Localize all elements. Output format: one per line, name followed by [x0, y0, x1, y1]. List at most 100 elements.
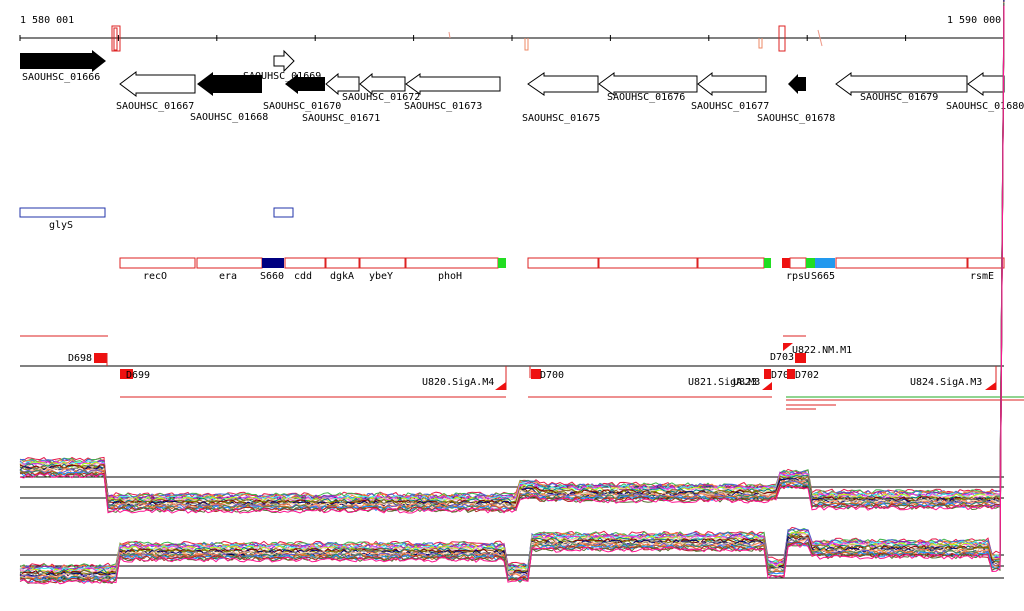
gene-name-box[interactable]	[19, 207, 106, 218]
gene-arrow[interactable]	[967, 72, 1005, 96]
gene-arrow[interactable]	[325, 72, 360, 96]
gene-arrow[interactable]	[697, 71, 767, 97]
tu-start-marker	[783, 343, 793, 351]
gene-arrow[interactable]	[788, 74, 806, 94]
gene-label: SAOUHSC_01672	[342, 92, 420, 103]
operon-label: S665	[811, 271, 835, 282]
tu-marker[interactable]	[531, 369, 541, 379]
gene-arrow[interactable]	[197, 72, 262, 96]
tu-marker[interactable]	[120, 369, 133, 379]
ruler-marker	[448, 31, 451, 39]
operon-box[interactable]	[835, 257, 968, 269]
gene-label: SAOUHSC_01679	[860, 92, 938, 103]
operon-box[interactable]	[405, 257, 499, 269]
tu-label: D698	[68, 353, 92, 364]
tu-label: U820.SigA.M4	[422, 377, 494, 388]
tu-marker[interactable]	[764, 369, 771, 379]
ruler-start-label: 1 580 001	[20, 15, 74, 26]
gene-arrow[interactable]	[405, 73, 501, 95]
operon-label: rsmE	[970, 271, 994, 282]
tu-label: D699	[126, 370, 150, 381]
operon-label: cdd	[294, 271, 312, 282]
operon-box[interactable]	[598, 257, 698, 269]
expression-profile-line	[19, 0, 1005, 569]
operon-box-signal[interactable]	[764, 258, 771, 268]
expression-track-lower	[19, 0, 1005, 585]
gene-label: SAOUHSC_01676	[607, 92, 685, 103]
gene-label: SAOUHSC_01670	[263, 101, 341, 112]
expression-profile-line	[19, 7, 1005, 583]
expression-profile-line	[19, 0, 1005, 501]
operon-label: era	[219, 271, 237, 282]
gene-label: SAOUHSC_01668	[190, 112, 268, 123]
gene-track: SAOUHSC_01666 SAOUHSC_01667 SAOUHSC_0166…	[20, 49, 1024, 124]
gene-label: SAOUHSC_01666	[22, 72, 100, 83]
ruler-marker	[817, 29, 823, 47]
gene-label: SAOUHSC_01673	[404, 101, 482, 112]
gene-arrow[interactable]	[527, 72, 599, 96]
tu-end-marker	[495, 382, 506, 390]
operon-box-signal[interactable]	[498, 258, 506, 268]
expression-track-upper	[19, 0, 1005, 514]
gene-label: SAOUHSC_01667	[116, 101, 194, 112]
gene-arrow[interactable]	[273, 49, 295, 73]
gene-name-label: glyS	[49, 220, 73, 231]
tu-end-marker	[762, 382, 772, 390]
expression-profile-line	[19, 0, 1005, 505]
operon-label: dgkA	[330, 271, 354, 282]
operon-box[interactable]	[967, 257, 1005, 269]
tu-marker[interactable]	[787, 369, 795, 379]
coordinate-ruler: 1 580 001 1 590 000	[19, 15, 1005, 52]
gene-label: SAOUHSC_01671	[302, 113, 380, 124]
tu-label: U822.NM.M1	[792, 345, 852, 356]
operon-box[interactable]	[119, 257, 196, 269]
tu-marker[interactable]	[795, 353, 806, 363]
operon-label: rpsU	[786, 271, 810, 282]
gene-label: SAOUHSC_01675	[522, 113, 600, 124]
tu-end-marker	[985, 382, 996, 390]
tu-marker[interactable]	[94, 353, 107, 363]
operon-box[interactable]	[196, 257, 263, 269]
gene-arrow[interactable]	[20, 50, 106, 72]
operon-label: phoH	[438, 271, 462, 282]
ruler-marker	[524, 38, 529, 51]
gene-label: SAOUHSC_01680	[946, 101, 1024, 112]
operon-box[interactable]	[325, 257, 360, 269]
expression-profile-line	[19, 1, 1005, 507]
gene-arrow[interactable]	[359, 72, 406, 96]
operon-box-signal[interactable]	[782, 258, 790, 268]
ruler-marker	[111, 25, 121, 52]
operon-label: ybeY	[369, 271, 393, 282]
expression-profile-line	[19, 5, 1005, 585]
ruler-end-label: 1 590 000	[947, 15, 1001, 26]
operon-box[interactable]	[789, 257, 807, 269]
operon-track: recO era S660 cdd dgkA ybeY phoH rpsU S6…	[119, 257, 1005, 282]
expression-profile-line	[19, 8, 1005, 514]
gene-name-box[interactable]	[273, 207, 294, 218]
tu-label: D702	[795, 370, 819, 381]
expression-profile-line	[19, 0, 1005, 570]
operon-box[interactable]	[359, 257, 406, 269]
operon-label: S660	[260, 271, 284, 282]
gene-label: SAOUHSC_01669	[243, 71, 321, 82]
transcription-unit-track: D698 D699 U820.SigA.M4 D700 U821.SigA.M3…	[20, 335, 1024, 410]
operon-box-signal[interactable]	[806, 258, 815, 268]
operon-label: recO	[143, 271, 167, 282]
operon-box[interactable]	[527, 257, 599, 269]
operon-box-signal[interactable]	[815, 258, 835, 268]
operon-box[interactable]	[697, 257, 765, 269]
gene-arrow[interactable]	[598, 72, 698, 96]
gene-name-track: glyS	[19, 207, 294, 231]
ruler-marker	[758, 38, 763, 49]
tu-label: D700	[540, 370, 564, 381]
operon-box-signal[interactable]	[262, 258, 284, 268]
expression-profile-line	[19, 4, 1005, 584]
tu-label: U821.SigA.M3	[688, 377, 760, 388]
gene-arrow[interactable]	[285, 74, 325, 94]
expression-profile-line	[19, 0, 1005, 576]
gene-arrow[interactable]	[119, 71, 196, 97]
operon-box[interactable]	[284, 257, 326, 269]
ruler-marker	[778, 25, 786, 52]
gene-arrow[interactable]	[835, 72, 968, 96]
